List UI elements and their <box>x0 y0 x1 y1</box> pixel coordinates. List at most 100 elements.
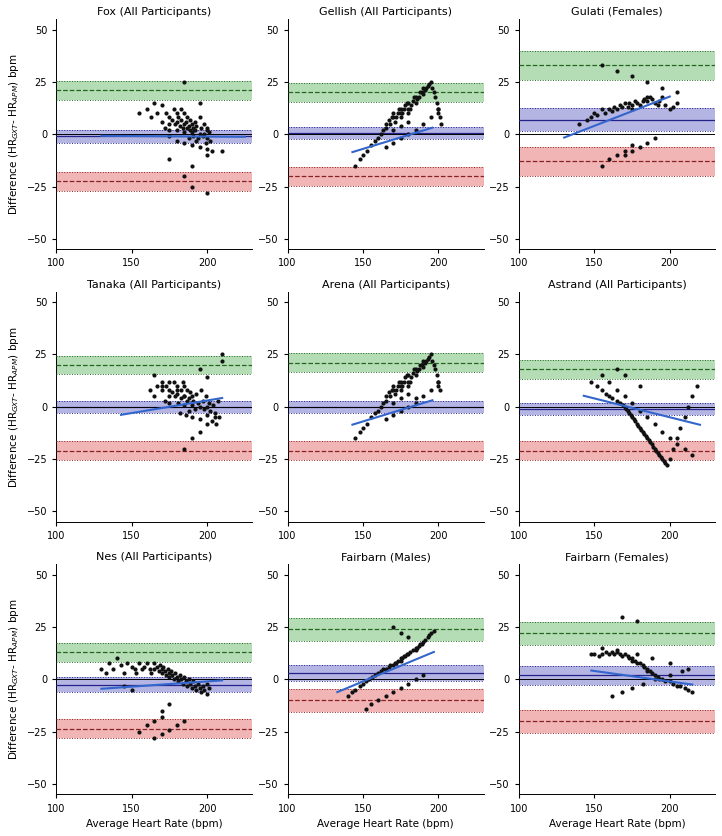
Point <box>614 396 626 410</box>
Point <box>619 648 630 661</box>
Point <box>160 669 172 682</box>
Bar <box>56 643 252 661</box>
Title: Fairbarn (Males): Fairbarn (Males) <box>341 552 430 562</box>
Point <box>596 159 608 172</box>
Point <box>656 452 668 466</box>
Point <box>155 658 166 671</box>
Point <box>434 111 445 125</box>
Point <box>177 121 188 135</box>
Point <box>183 405 195 418</box>
Point <box>601 388 612 401</box>
X-axis label: Average Heart Rate (bpm): Average Heart Rate (bpm) <box>86 819 222 829</box>
Point <box>612 644 623 657</box>
Point <box>185 124 196 137</box>
Point <box>656 426 668 439</box>
Point <box>195 686 206 699</box>
Point <box>160 380 172 393</box>
Point <box>192 396 204 410</box>
Point <box>424 350 435 364</box>
Point <box>126 660 137 674</box>
Point <box>649 669 661 682</box>
Point <box>659 456 671 470</box>
Point <box>186 138 198 151</box>
Point <box>664 452 676 466</box>
Point <box>612 363 623 376</box>
Point <box>596 648 608 661</box>
Point <box>156 115 168 129</box>
Point <box>586 648 597 661</box>
Point <box>402 388 414 401</box>
Point <box>388 111 399 125</box>
Point <box>628 413 640 426</box>
Point <box>386 111 397 125</box>
Point <box>630 94 641 108</box>
Point <box>395 107 406 120</box>
Point <box>396 380 408 393</box>
Point <box>641 665 653 678</box>
Point <box>206 145 217 158</box>
Point <box>606 104 618 118</box>
Point <box>186 398 198 411</box>
Point <box>634 405 645 418</box>
Point <box>606 690 618 703</box>
Point <box>596 103 608 116</box>
Point <box>402 107 414 120</box>
Point <box>152 380 163 393</box>
Point <box>638 92 650 105</box>
Point <box>360 702 372 716</box>
Point <box>388 380 399 393</box>
Point <box>687 390 698 403</box>
Point <box>425 75 437 89</box>
Point <box>619 149 630 162</box>
Point <box>641 410 653 424</box>
Title: Arena (All Participants): Arena (All Participants) <box>321 279 450 289</box>
Point <box>625 409 636 422</box>
Point <box>419 356 430 370</box>
Point <box>432 107 444 120</box>
Point <box>165 665 177 678</box>
Bar <box>287 665 484 681</box>
Bar <box>287 83 484 102</box>
Point <box>207 398 219 411</box>
Point <box>183 392 195 405</box>
Point <box>432 375 444 389</box>
Point <box>209 406 220 420</box>
Point <box>410 96 422 110</box>
Point <box>388 396 399 410</box>
Point <box>156 384 168 397</box>
Point <box>619 96 630 110</box>
Point <box>152 660 163 674</box>
Point <box>612 384 623 397</box>
Bar <box>56 355 252 375</box>
Point <box>398 103 409 116</box>
Point <box>383 660 394 674</box>
Point <box>159 394 170 407</box>
Point <box>156 662 168 675</box>
Point <box>616 610 627 624</box>
Point <box>652 670 664 684</box>
Point <box>389 115 401 129</box>
Point <box>687 686 698 699</box>
Point <box>652 99 664 112</box>
Point <box>414 637 426 650</box>
Point <box>167 669 178 682</box>
Point <box>191 388 202 401</box>
Bar <box>519 403 715 415</box>
Point <box>641 75 653 89</box>
Point <box>360 675 372 688</box>
Point <box>171 107 183 120</box>
Point <box>178 670 190 684</box>
Point <box>365 138 376 151</box>
Point <box>136 662 148 675</box>
Point <box>682 400 694 414</box>
Point <box>373 132 384 145</box>
Point <box>395 120 406 133</box>
Point <box>175 103 187 116</box>
Point <box>619 145 630 158</box>
Point <box>395 375 406 389</box>
Point <box>396 652 408 665</box>
Point <box>199 128 210 141</box>
Point <box>643 434 654 447</box>
Point <box>167 385 178 399</box>
Point <box>206 415 217 428</box>
